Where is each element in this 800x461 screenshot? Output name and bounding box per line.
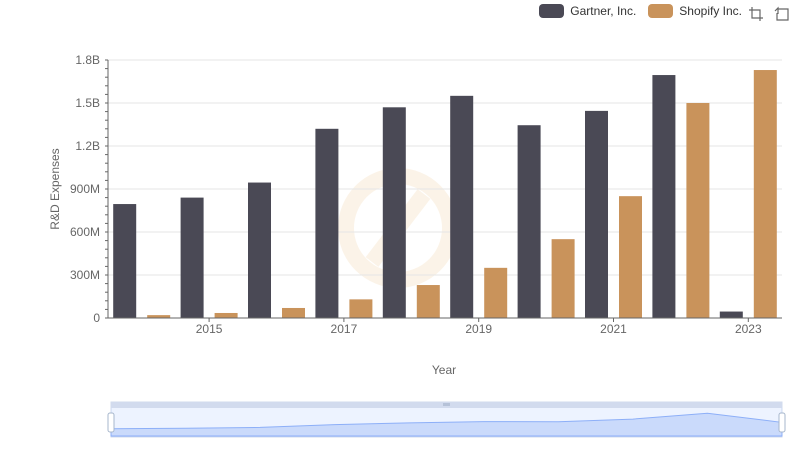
bar-gartner	[315, 128, 339, 318]
bar-gartner	[248, 182, 271, 318]
bar-shopify	[214, 312, 238, 318]
bar-shopify	[753, 70, 777, 319]
y-axis: 0 300M 600M 900M 1.2B 1.5B 1.8B	[70, 53, 109, 325]
bar-shopify	[282, 307, 305, 318]
x-tick-label: 2023	[735, 322, 762, 336]
legend-item-gartner[interactable]: Gartner, Inc.	[539, 4, 636, 18]
bar-shopify	[484, 267, 508, 318]
y-tick-label: 1.5B	[75, 96, 100, 110]
y-tick-label: 1.2B	[75, 139, 100, 153]
x-tick-label: 2017	[331, 322, 358, 336]
legend-label-gartner: Gartner, Inc.	[570, 4, 637, 18]
x-tick-label: 2015	[196, 322, 223, 336]
legend: Gartner, Inc. Shopify Inc.	[539, 4, 742, 18]
legend-swatch-shopify	[648, 4, 674, 18]
x-axis: 2015 2017 2019 2021 2023	[108, 317, 782, 336]
bar-shopify	[619, 196, 642, 318]
bar-shopify	[147, 315, 171, 318]
y-tick-label: 1.8B	[75, 53, 100, 67]
bar-shopify	[686, 103, 710, 318]
bar-gartner	[517, 125, 541, 318]
y-tick-label: 300M	[70, 268, 100, 282]
bar-gartner	[652, 75, 676, 318]
data-zoom-slider[interactable]	[107, 401, 786, 438]
bar-gartner	[180, 197, 204, 318]
zoom-handle-right[interactable]	[778, 412, 786, 433]
bar-gartner	[719, 311, 743, 318]
bar-shopify	[349, 299, 373, 318]
zoom-icon[interactable]	[748, 6, 764, 22]
y-axis-title: R&D Expenses	[48, 148, 62, 229]
bar-gartner	[450, 95, 474, 318]
legend-label-shopify: Shopify Inc.	[679, 4, 742, 18]
y-tick-label: 0	[93, 311, 100, 325]
x-tick-label: 2019	[465, 322, 492, 336]
zoom-preview-area	[110, 412, 783, 437]
bar-gartner	[382, 107, 406, 318]
bar-gartner	[585, 110, 608, 318]
legend-swatch-gartner	[539, 4, 565, 18]
x-tick-label: 2021	[600, 322, 627, 336]
bar-shopify	[416, 285, 440, 318]
y-tick-label: 900M	[70, 182, 100, 196]
zoom-handle-left[interactable]	[107, 412, 115, 433]
bars-group	[113, 70, 777, 319]
toolbox	[748, 6, 790, 22]
legend-item-shopify[interactable]: Shopify Inc.	[648, 4, 742, 18]
bar-shopify	[551, 239, 575, 318]
y-tick-label: 600M	[70, 225, 100, 239]
zoom-drag-grip-icon[interactable]	[443, 403, 450, 406]
zoom-selection[interactable]	[111, 408, 782, 437]
x-axis-title: Year	[432, 363, 456, 377]
bar-gartner	[113, 204, 137, 318]
restore-icon[interactable]	[774, 6, 790, 22]
